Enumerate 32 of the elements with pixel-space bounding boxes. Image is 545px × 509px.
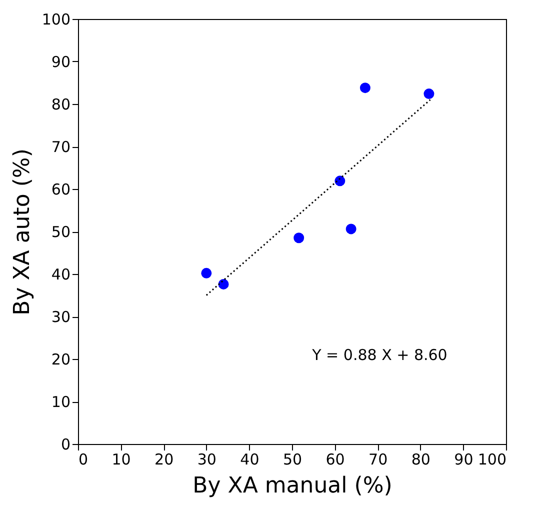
point (334, 176, 346, 186)
x-tick-label: 70 (368, 450, 388, 468)
y-tick-label: 100 (42, 10, 70, 28)
point (201, 268, 212, 278)
annotation: Y = 0.88 X + 8.60 (311, 346, 448, 364)
x-tick-label: 60 (326, 450, 345, 468)
y-tick-label: 20 (51, 350, 70, 368)
x-tick-label: 20 (154, 450, 174, 468)
x-tick-label: 10 (112, 450, 131, 468)
x-axis-title: By XA manual (%) (192, 474, 392, 498)
y-tick-label: 30 (51, 308, 70, 326)
point (294, 232, 304, 244)
point (218, 278, 229, 290)
point (360, 82, 370, 94)
x-tick-label: 30 (197, 450, 216, 468)
y-tick-label: 70 (51, 138, 70, 156)
y-tick-label: 10 (51, 393, 70, 411)
x-tick-label: 0 (78, 450, 88, 468)
x-tick-label: 80 (411, 450, 430, 468)
x-tick-label: 40 (240, 450, 260, 468)
x-tick-label: 90 (454, 450, 474, 468)
x-tick-label: 50 (282, 450, 302, 468)
y-tick-label: 40 (51, 266, 70, 284)
x-tick-label: 100 (478, 450, 506, 468)
y-axis-title: By XA auto (%) (10, 148, 35, 316)
y-tick-label: 90 (51, 53, 70, 71)
y-tick-label: 50 (51, 223, 70, 241)
y-tick-label: 0 (60, 436, 70, 454)
y-tick-label: 80 (51, 96, 70, 114)
point (346, 224, 356, 234)
y-tick-label: 60 (51, 180, 70, 198)
point (424, 88, 434, 100)
